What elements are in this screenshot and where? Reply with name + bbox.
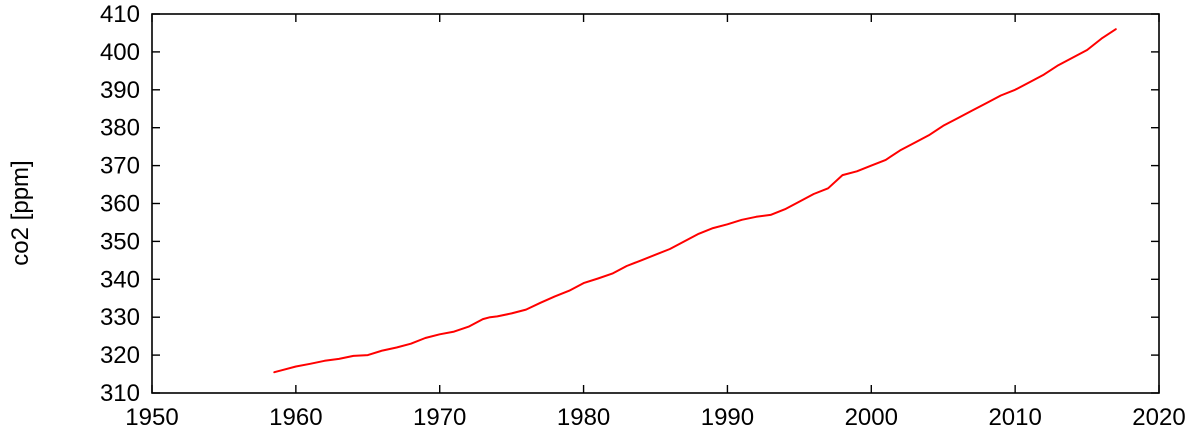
x-tick-label: 2010 bbox=[988, 404, 1041, 431]
y-axis-ticks bbox=[152, 13, 1159, 394]
y-axis-label: co2 [ppm] bbox=[7, 160, 34, 265]
y-axis-tick-labels: 310 320 330 340 350 360 370 380 390 400 410 bbox=[100, 1, 140, 407]
series-group bbox=[273, 28, 1117, 374]
y-tick-label: 310 bbox=[100, 380, 140, 407]
x-tick-label: 1990 bbox=[701, 404, 754, 431]
x-axis-ticks bbox=[151, 14, 1160, 393]
x-tick-label: 1960 bbox=[269, 404, 322, 431]
y-tick-label: 360 bbox=[100, 191, 140, 218]
y-tick-label: 330 bbox=[100, 304, 140, 331]
x-tick-label: 1970 bbox=[413, 404, 466, 431]
y-tick-label: 410 bbox=[100, 1, 140, 28]
x-tick-label: 2020 bbox=[1132, 404, 1185, 431]
y-tick-label: 400 bbox=[100, 39, 140, 66]
y-tick-label: 380 bbox=[100, 115, 140, 142]
x-axis-tick-labels: 1950 1960 1970 1980 1990 2000 2010 2020 bbox=[125, 404, 1185, 431]
x-tick-label: 2000 bbox=[845, 404, 898, 431]
co2-series-line bbox=[273, 28, 1117, 374]
y-tick-label: 320 bbox=[100, 342, 140, 369]
x-tick-label: 1980 bbox=[557, 404, 610, 431]
y-tick-label: 340 bbox=[100, 266, 140, 293]
y-tick-label: 370 bbox=[100, 153, 140, 180]
y-tick-label: 390 bbox=[100, 77, 140, 104]
x-tick-label: 1950 bbox=[125, 404, 178, 431]
y-tick-label: 350 bbox=[100, 228, 140, 255]
